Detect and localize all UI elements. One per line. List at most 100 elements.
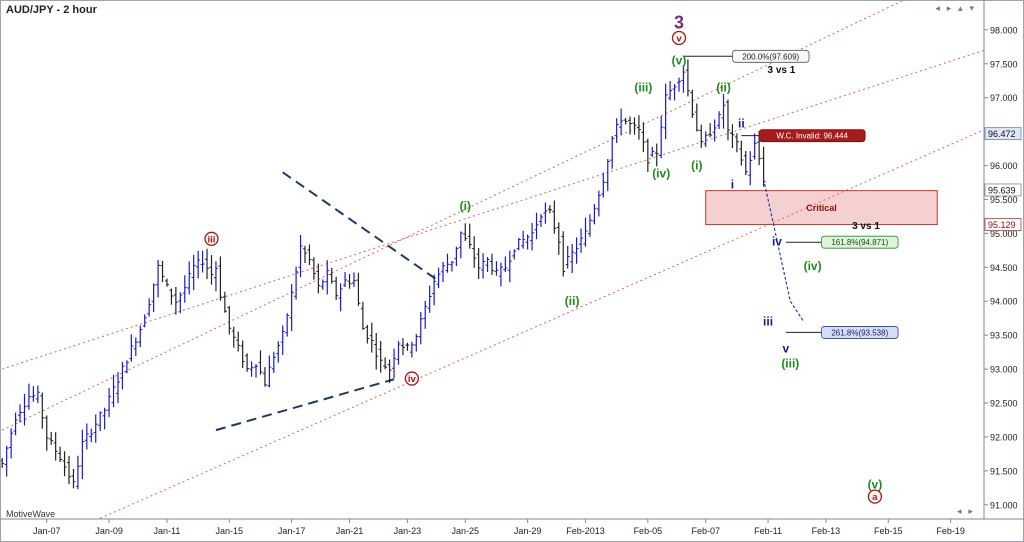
price-bar (187, 261, 192, 295)
price-bar (102, 407, 107, 430)
wave-label: (ii) (716, 81, 731, 95)
annotation-box (732, 49, 810, 63)
price-bar (481, 253, 486, 279)
x-tick-label: Jan-09 (95, 526, 123, 536)
price-bar (681, 65, 686, 93)
annotation-box (758, 129, 866, 143)
price-bar (369, 322, 374, 353)
price-bar (423, 300, 428, 329)
annotation-label: 200.0%(97.609) (742, 52, 799, 61)
price-bar (236, 331, 241, 352)
price-bar (694, 103, 699, 132)
price-bar (570, 243, 575, 274)
price-bar (378, 340, 383, 373)
price-bar (565, 245, 570, 269)
price-bar (156, 259, 161, 298)
critical-zone (705, 190, 938, 226)
price-bar (547, 205, 552, 214)
price-bar (534, 212, 539, 240)
price-bar (182, 275, 187, 303)
price-bar (610, 136, 615, 169)
wave-label: (i) (691, 159, 702, 173)
chart-title: AUD/JPY - 2 hour (6, 4, 97, 16)
price-bar (400, 338, 405, 356)
price-bar (409, 341, 414, 358)
price-bar (432, 274, 437, 306)
price-bar (592, 203, 597, 225)
price-bar (169, 288, 174, 305)
wave-label: a (872, 492, 878, 503)
price-bar (383, 357, 388, 370)
price-bar (58, 446, 63, 462)
wave-label: (v) (672, 53, 687, 67)
wave-label: 3 vs 1 (852, 221, 880, 232)
price-bar (623, 117, 628, 125)
wave-labels: 3v(v)(iii) (ii)(iv)(i)iiiiviiiv(iv)(iii)(… (204, 12, 883, 504)
price-bar (35, 385, 40, 404)
annotation-label: 161.8%(94.871) (831, 238, 888, 247)
price-bar (138, 325, 143, 348)
price-bar (445, 253, 450, 273)
price-bar (494, 261, 499, 276)
price-bar (18, 404, 23, 423)
scroll-buttons[interactable]: ◂ ▸ (957, 507, 975, 517)
price-bar (311, 257, 316, 280)
price-bar (463, 223, 468, 241)
price-bar (645, 138, 650, 172)
price-marker-label: 95.639 (988, 185, 1016, 195)
price-bar (632, 117, 637, 135)
y-tick-label: 91.000 (990, 500, 1018, 510)
x-tick-label: Feb-19 (936, 526, 965, 536)
price-bar (387, 359, 392, 384)
price-bar (507, 250, 512, 283)
price-bar (476, 248, 481, 280)
wave-label: (iii) (634, 81, 652, 95)
price-bar (49, 431, 54, 445)
price-bar (209, 255, 214, 285)
price-bar (543, 202, 548, 224)
price-bar (677, 77, 682, 92)
price-bar (418, 312, 423, 345)
price-bar (294, 266, 299, 300)
price-bar (75, 455, 80, 490)
price-bar (743, 150, 748, 176)
price-bar (164, 278, 169, 287)
price-bar (142, 314, 147, 328)
price-bar (596, 190, 601, 217)
channel-line (2, 0, 906, 431)
price-bar (115, 372, 120, 404)
price-marker (984, 183, 1022, 197)
wave-label: i (731, 178, 734, 192)
y-tick-label: 94.000 (990, 297, 1018, 307)
price-bar (147, 298, 152, 317)
price-bar (699, 124, 704, 148)
price-bar (619, 108, 624, 135)
price-bar (601, 172, 606, 198)
price-bar (516, 237, 521, 251)
window-nav-buttons[interactable]: ◂ ▸ ▴ ▾ (935, 4, 976, 14)
price-bar (124, 360, 129, 374)
annotation-label: 261.8%(93.538) (831, 328, 888, 337)
y-tick-label: 93.500 (990, 331, 1018, 341)
price-bar (374, 333, 379, 370)
price-bar (712, 119, 717, 142)
wave-label: (i) (460, 199, 471, 213)
price-bar (556, 222, 561, 255)
price-bar (730, 124, 735, 149)
price-bar (334, 276, 339, 301)
price-bar (245, 353, 250, 372)
channel-line (99, 129, 984, 519)
price-bar (485, 256, 490, 272)
price-bar (739, 140, 744, 166)
x-tick-label: Feb-13 (812, 526, 841, 536)
price-bar (151, 283, 156, 312)
price-bar (659, 116, 664, 159)
wave-label: (v) (868, 477, 883, 491)
price-bar (530, 222, 535, 251)
price-bar (129, 334, 134, 362)
price-bar (587, 214, 592, 237)
price-bar (703, 131, 708, 148)
price-bar (249, 361, 254, 377)
y-tick-label: 96.000 (990, 161, 1018, 171)
